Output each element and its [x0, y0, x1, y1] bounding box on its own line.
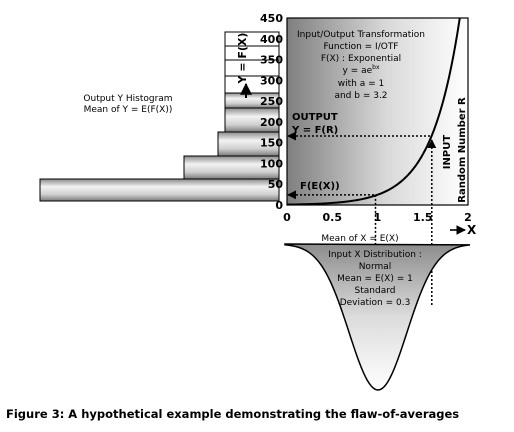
y-tick-label: 450 — [260, 12, 283, 25]
plot-background — [287, 18, 468, 205]
x-axis-label: X — [467, 223, 477, 237]
x-tick-label: 1.5 — [413, 211, 433, 224]
y-tick-label: 200 — [260, 116, 283, 129]
y-tick-label: 100 — [260, 157, 283, 170]
x-tick-label: 2 — [464, 211, 472, 224]
transform-equation: y = aebx — [342, 64, 379, 76]
input-normal-distribution — [284, 243, 471, 391]
fex-label: F(E(X)) — [300, 181, 340, 192]
distribution-box: Input X Distribution : Normal Mean = E(X… — [328, 250, 422, 308]
output-label: OUTPUT — [292, 112, 338, 123]
transform-function: Function = I/OTF — [324, 42, 399, 52]
y-tick-label: 250 — [260, 95, 283, 108]
transform-title: Input/Output Transformation — [297, 30, 425, 40]
plot-border — [286, 17, 469, 206]
y-tick-label: 50 — [268, 178, 284, 191]
dist-mean: Mean = E(X) = 1 — [337, 274, 413, 284]
transform-a: with a = 1 — [338, 79, 384, 89]
histogram-bar-3 — [217, 131, 280, 157]
x-tick-label: 0 — [283, 211, 291, 224]
x-tick-label: 1 — [374, 211, 382, 224]
output-histogram — [39, 31, 280, 202]
transformation-box: Input/Output Transformation Function = I… — [297, 30, 425, 101]
y-tick-label: 150 — [260, 137, 283, 150]
y-tick-label: 0 — [275, 199, 283, 212]
input-label: INPUT — [442, 135, 453, 170]
histogram-title: Output Y Histogram — [83, 94, 172, 104]
histogram-bar-1 — [39, 178, 280, 202]
mean-x-label: Mean of X = E(X) — [321, 234, 398, 244]
y-tick-label: 400 — [260, 33, 283, 46]
x-tick-label: 0.5 — [323, 211, 343, 224]
dist-type: Normal — [359, 262, 392, 272]
x-axis-ticks: 0 0.5 1 1.5 2 — [283, 211, 472, 224]
transform-fx: F(X) : Exponential — [321, 54, 401, 64]
histogram-bar-4 — [224, 107, 280, 133]
histogram-bar-9 — [224, 31, 280, 47]
dist-sd-line1: Standard — [355, 286, 396, 296]
y-axis-label: Y = F(X) — [236, 33, 249, 85]
dist-title: Input X Distribution : — [328, 250, 422, 260]
figure-caption: Figure 3: A hypothetical example demonst… — [6, 407, 459, 421]
transform-b: and b = 3.2 — [334, 91, 387, 101]
random-number-label: Random Number R — [457, 97, 468, 203]
dist-sd-line2: Deviation = 0.3 — [340, 298, 411, 308]
y-axis-ticks: 450 400 350 300 250 200 150 100 50 0 — [260, 12, 283, 212]
output-equation: Y = F(R) — [291, 125, 338, 136]
y-tick-label: 300 — [260, 74, 283, 87]
histogram-mean: Mean of Y = E(F(X)) — [84, 105, 173, 115]
exponential-curve — [286, 17, 461, 206]
y-tick-label: 350 — [260, 54, 283, 67]
